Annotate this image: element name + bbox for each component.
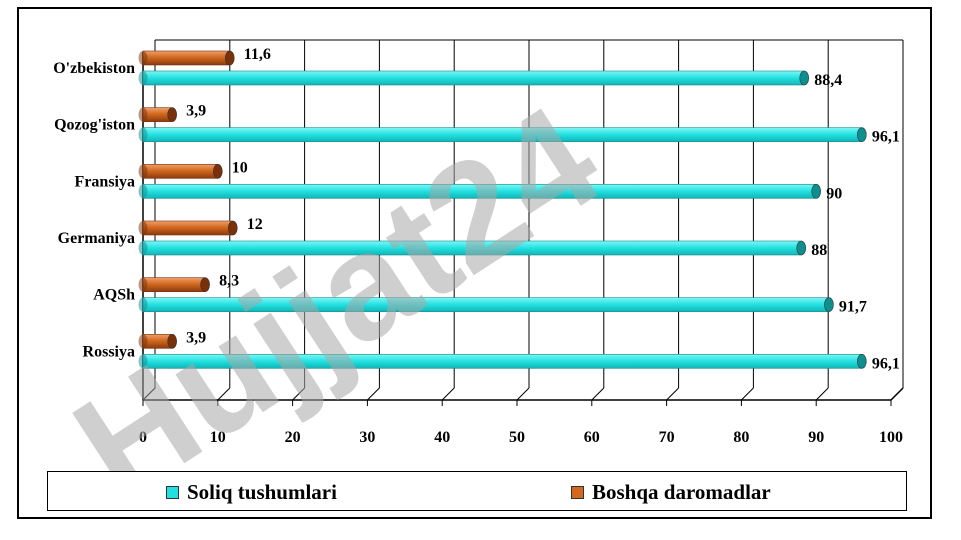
legend: Soliq tushumlari Boshqa daromadlar [47, 471, 907, 511]
data-label-soliq: 91,7 [839, 299, 867, 316]
gridline-floor [516, 387, 530, 401]
x-tick-label: 100 [879, 429, 903, 446]
bar-boshqa-base [138, 334, 148, 349]
bar-boshqa [138, 164, 223, 179]
bar-soliq-base [138, 241, 148, 255]
bar-soliq-body [142, 70, 805, 86]
bar-soliq-base [138, 184, 148, 199]
bar-soliq-body [142, 297, 830, 312]
x-tick-label: 0 [139, 429, 147, 446]
legend-swatch-orange [571, 486, 584, 499]
bar-boshqa-body [142, 50, 231, 66]
bar-soliq [138, 70, 810, 86]
legend-swatch-cyan [166, 486, 179, 499]
bar-soliq [138, 127, 867, 142]
chart-frame [17, 7, 932, 519]
bar-boshqa-base [138, 164, 148, 179]
data-label-soliq: 96,1 [872, 129, 900, 146]
gridline-floor [142, 387, 156, 401]
data-label-boshqa: 11,6 [244, 46, 271, 63]
bar-soliq-base [138, 127, 148, 142]
x-tick-label: 50 [509, 429, 525, 446]
data-label-boshqa: 3,9 [186, 329, 206, 346]
x-tick-label: 40 [434, 429, 450, 446]
data-label-boshqa: 3,9 [186, 103, 206, 120]
gridline-floor [591, 387, 605, 401]
bar-boshqa [138, 107, 177, 122]
x-tick-label: 80 [733, 429, 749, 446]
category-label: Fransiya [75, 173, 135, 190]
bar-soliq [138, 184, 822, 199]
bar-soliq-cap [811, 184, 822, 199]
bar-soliq-body [142, 240, 802, 256]
data-label-soliq: 88 [811, 242, 827, 259]
legend-item-soliq: Soliq tushumlari [166, 480, 337, 505]
bar-soliq-base [138, 354, 148, 369]
data-label-boshqa: 12 [247, 216, 263, 233]
bar-soliq [138, 297, 834, 312]
bar-boshqa-cap [167, 107, 177, 122]
legend-item-boshqa: Boshqa daromadlar [571, 480, 771, 505]
gridline-floor [666, 387, 679, 401]
bar-boshqa-cap [213, 164, 223, 179]
bar-soliq-body [142, 184, 817, 199]
x-tick-label: 90 [808, 429, 824, 446]
bar-boshqa-cap [227, 220, 238, 236]
x-tick-label: 30 [359, 429, 375, 446]
bar-boshqa [138, 334, 177, 349]
bar-soliq-base [138, 71, 148, 85]
legend-label: Boshqa daromadlar [592, 480, 771, 504]
bar-boshqa-cap [224, 50, 235, 66]
bar-boshqa-body [142, 220, 234, 236]
data-label-soliq: 96,1 [872, 355, 900, 372]
bar-soliq-cap [796, 240, 807, 256]
data-label-boshqa: 10 [232, 159, 248, 176]
legend-label: Soliq tushumlari [187, 480, 337, 504]
category-label: Rossiya [83, 343, 135, 360]
gridline-floor [815, 387, 829, 401]
bar-boshqa [138, 277, 210, 292]
bar-boshqa-base [138, 221, 148, 235]
category-label: O'zbekiston [53, 60, 135, 77]
bar-soliq-body [142, 127, 863, 142]
bar-boshqa [138, 50, 235, 66]
bar-soliq-cap [824, 297, 834, 312]
category-label: AQSh [93, 287, 135, 304]
data-label-soliq: 90 [826, 185, 842, 202]
bar-soliq-body [142, 354, 863, 369]
bar-boshqa-body [142, 164, 219, 179]
bar-boshqa-body [142, 277, 206, 292]
gridline-floor [741, 387, 754, 401]
bar-soliq-cap [799, 70, 810, 86]
data-label-boshqa: 8,3 [219, 273, 239, 290]
x-tick-label: 70 [659, 429, 675, 446]
data-label-soliq: 88,4 [814, 72, 842, 89]
bar-soliq-cap [857, 127, 867, 142]
gridline-floor [441, 387, 455, 401]
x-tick-label: 60 [584, 429, 600, 446]
bar-boshqa-base [138, 107, 148, 122]
category-label: Germaniya [58, 230, 135, 247]
x-tick-label: 10 [210, 429, 226, 446]
gridline-floor [890, 387, 904, 401]
bar-soliq [138, 240, 807, 256]
gridline-floor [217, 387, 231, 401]
bar-boshqa-base [138, 277, 148, 292]
gridline-floor [367, 387, 380, 401]
bar-boshqa-base [138, 51, 148, 65]
bar-soliq-base [138, 297, 148, 312]
bar-soliq-cap [857, 354, 867, 369]
bar-soliq [138, 354, 867, 369]
x-tick-label: 20 [285, 429, 301, 446]
bar-boshqa-cap [167, 334, 177, 349]
bar-boshqa-cap [200, 277, 210, 292]
gridline-floor [292, 387, 305, 401]
bar-boshqa [138, 220, 238, 236]
category-label: Qozog'iston [54, 117, 135, 134]
